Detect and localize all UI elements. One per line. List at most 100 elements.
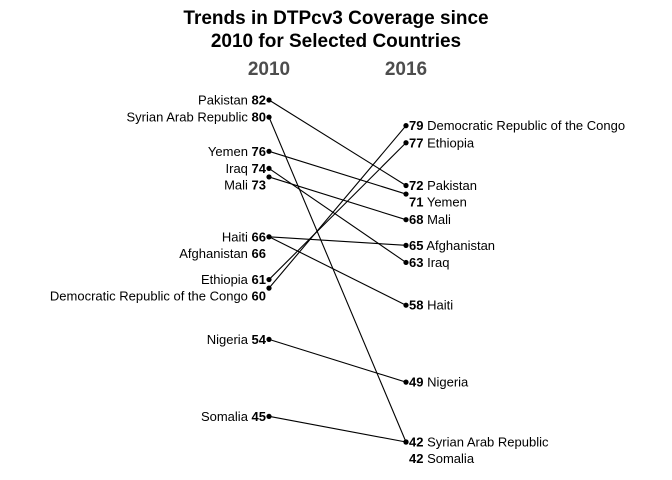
label-haiti-2016: 58 Haiti (409, 298, 453, 313)
value-label: 73 (252, 177, 266, 192)
point-somalia-2016 (403, 439, 409, 445)
slope-line-somalia (268, 415, 407, 443)
point-afghanistan-2016 (403, 242, 409, 248)
country-label: Afghanistan (423, 238, 495, 253)
label-syrian-arab-republic-2016: 42 Syrian Arab Republic (409, 435, 549, 450)
label-iraq-2010: Iraq 74 (226, 161, 267, 176)
slope-line-nigeria (268, 338, 407, 383)
label-mali-2016: 68 Mali (409, 212, 451, 227)
slope-lines (268, 99, 407, 443)
country-label: Somalia (201, 409, 252, 424)
point-ethiopia-2016 (403, 140, 409, 146)
label-syrian-arab-republic-2010: Syrian Arab Republic 80 (127, 110, 266, 125)
value-label: 49 (409, 375, 423, 390)
column-header-left: 2010 (248, 59, 290, 80)
point-somalia-2010 (266, 413, 272, 419)
value-label: 74 (252, 161, 267, 176)
chart-title-line-2: 2010 for Selected Countries (211, 31, 461, 52)
country-label: Mali (224, 177, 251, 192)
value-label: 60 (252, 289, 266, 304)
country-label: Somalia (423, 451, 474, 466)
value-label: 42 (409, 451, 423, 466)
point-mali-2016 (403, 217, 409, 223)
point-democratic-republic-of-the-congo-2010 (266, 285, 272, 291)
chart-title-line-1: Trends in DTPcv3 Coverage since (183, 8, 488, 29)
value-label: 79 (409, 118, 423, 133)
country-label: Nigeria (207, 332, 252, 347)
value-label: 82 (252, 93, 266, 108)
value-label: 76 (252, 144, 266, 159)
label-pakistan-2010: Pakistan 82 (198, 93, 266, 108)
value-label: 65 (409, 238, 423, 253)
label-ethiopia-2016: 77 Ethiopia (409, 135, 475, 150)
slope-line-afghanistan (268, 236, 407, 246)
value-label: 66 (252, 229, 266, 244)
point-ethiopia-2010 (266, 276, 272, 283)
label-ethiopia-2010: Ethiopia 61 (201, 272, 266, 287)
label-iraq-2016: 63 Iraq (409, 255, 449, 270)
country-label: Pakistan (423, 178, 476, 193)
label-afghanistan-2010: Afghanistan 66 (179, 246, 266, 261)
country-label: Ethiopia (201, 272, 252, 287)
label-somalia-2010: Somalia 45 (201, 409, 266, 424)
slope-line-mali (268, 176, 407, 221)
point-pakistan-2010 (266, 97, 272, 103)
value-label: 68 (409, 212, 423, 227)
value-label: 71 (409, 195, 423, 210)
country-label: Haiti (222, 229, 252, 244)
value-label: 42 (409, 435, 423, 450)
value-label: 72 (409, 178, 423, 193)
label-pakistan-2016: 72 Pakistan (409, 178, 477, 193)
slope-line-haiti (268, 236, 407, 306)
country-label: Iraq (423, 255, 449, 270)
label-yemen-2016: 71 Yemen (409, 195, 467, 210)
country-label: Pakistan (198, 93, 251, 108)
country-label: Yemen (208, 144, 252, 159)
country-label: Democratic Republic of the Congo (423, 118, 625, 133)
value-label: 77 (409, 135, 423, 150)
country-label: Iraq (226, 161, 252, 176)
value-label: 80 (252, 110, 266, 125)
value-label: 63 (409, 255, 423, 270)
value-label: 54 (252, 332, 267, 347)
label-somalia-2016: 42 Somalia (409, 451, 475, 466)
label-yemen-2010: Yemen 76 (208, 144, 266, 159)
point-iraq-2016 (403, 259, 409, 266)
value-label: 66 (252, 246, 266, 261)
point-afghanistan-2010 (266, 234, 272, 240)
point-syrian-arab-republic-2010 (266, 114, 272, 120)
label-nigeria-2016: 49 Nigeria (409, 375, 469, 390)
point-yemen-2016 (403, 191, 409, 197)
value-label: 61 (252, 272, 266, 287)
slope-line-yemen (268, 150, 407, 195)
slope-line-syrian-arab-republic (268, 116, 407, 443)
country-label: Nigeria (423, 375, 469, 390)
point-democratic-republic-of-the-congo-2016 (403, 123, 409, 129)
slope-line-ethiopia (268, 142, 407, 280)
point-nigeria-2010 (266, 336, 272, 342)
point-mali-2010 (266, 174, 272, 180)
label-mali-2010: Mali 73 (224, 177, 266, 192)
slope-points (266, 97, 409, 445)
point-yemen-2010 (266, 148, 272, 154)
country-label: Ethiopia (423, 135, 474, 150)
country-label: Mali (423, 212, 451, 227)
slope-line-iraq (268, 167, 407, 263)
value-label: 45 (252, 409, 266, 424)
slope-line-democratic-republic-of-the-congo (268, 125, 407, 289)
value-label: 58 (409, 298, 423, 313)
label-nigeria-2010: Nigeria 54 (207, 332, 267, 347)
point-pakistan-2016 (403, 182, 409, 189)
country-label: Haiti (423, 298, 453, 313)
point-nigeria-2016 (403, 379, 409, 385)
label-democratic-republic-of-the-congo-2010: Democratic Republic of the Congo 60 (50, 289, 266, 304)
point-iraq-2010 (266, 165, 272, 171)
country-label: Syrian Arab Republic (423, 435, 549, 450)
column-header-right: 2016 (385, 59, 427, 80)
point-haiti-2016 (403, 302, 409, 308)
label-afghanistan-2016: 65 Afghanistan (409, 238, 495, 253)
country-label: Yemen (423, 195, 466, 210)
country-label: Syrian Arab Republic (127, 110, 252, 125)
